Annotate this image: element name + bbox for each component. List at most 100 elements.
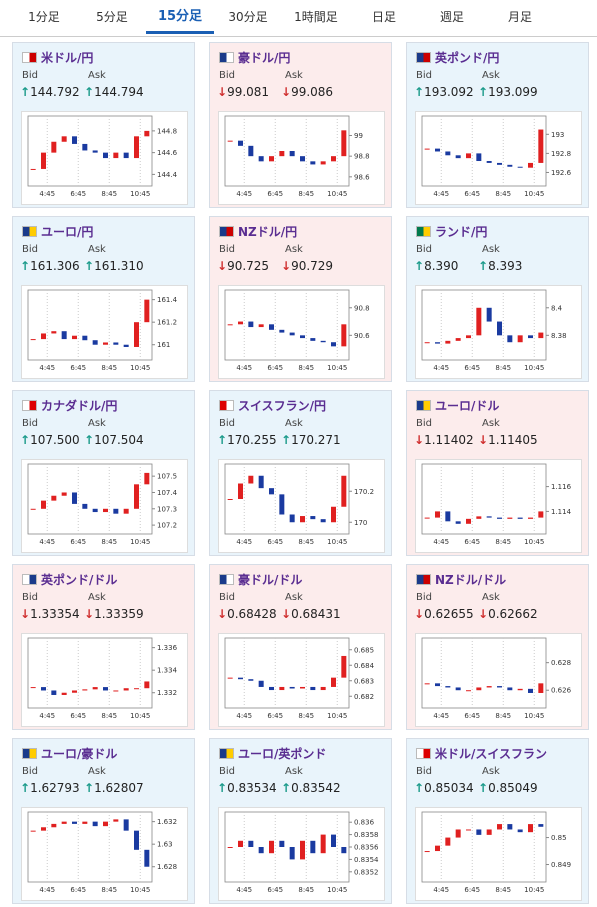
candle (269, 324, 274, 330)
y-tick-label: 1.114 (551, 508, 572, 516)
bid: 90.725 (227, 259, 270, 273)
candle (445, 340, 451, 344)
ask-label: Ask (482, 592, 500, 603)
ask: 170.271 (291, 433, 341, 447)
candle (103, 342, 108, 345)
candle (310, 686, 316, 691)
rate-card[interactable]: NZドル/ドル Bid Ask ↓0.62655 ↓0.62662 0.628 0.626 4… (406, 564, 589, 730)
candle (92, 150, 98, 153)
y-tick-label: 0.626 (551, 687, 572, 695)
rate-card[interactable]: ランド/円 Bid Ask ↑8.390 ↑8.393 8.4 8.38 4:45 6:45 8:… (406, 216, 589, 382)
y-tick-label: 170.2 (354, 488, 374, 496)
ask-label: Ask (88, 418, 106, 429)
rate-card[interactable]: 米ドル/円 Bid Ask ↑144.792 ↑144.794 144.8 144.6 144… (12, 42, 195, 208)
y-tick-label: 1.116 (551, 483, 572, 491)
y-tick-label: 144.4 (157, 171, 178, 179)
flag (22, 748, 37, 759)
rate-card[interactable]: ユーロ/ドル Bid Ask ↓1.11402 ↓1.11405 1.116 1.114 4:… (406, 390, 589, 556)
candle (30, 830, 36, 832)
ask-label: Ask (285, 766, 303, 777)
candle (113, 342, 119, 345)
pair-name: NZドル/ドル (435, 573, 507, 587)
candle (331, 342, 336, 347)
flag (219, 400, 234, 411)
mini-chart: 1.336 1.334 1.332 4:45 6:45 8:45 10:45 (21, 633, 188, 727)
y-tick-label: 0.8356 (354, 844, 379, 852)
x-tick-label: 10:45 (327, 712, 347, 720)
bid: 0.68428 (227, 607, 277, 621)
pair-name: ユーロ/豪ドル (41, 747, 118, 761)
plot-frame (27, 289, 153, 361)
y-tick-label: 1.336 (157, 644, 178, 652)
candle (289, 332, 295, 336)
x-tick-label: 10:45 (327, 538, 347, 546)
tab[interactable]: 月足 (507, 10, 532, 24)
arrow: ↑ (20, 85, 31, 99)
rate-card[interactable]: 米ドル/スイスフラン Bid Ask ↑0.85034 ↑0.85049 0.85 0.84… (406, 738, 589, 904)
rate-card[interactable]: カナダドル/円 Bid Ask ↑107.500 ↑107.504 107.5 107.4 1… (12, 390, 195, 556)
x-tick-label: 4:45 (433, 712, 449, 720)
arrow: ↓ (84, 607, 95, 621)
ask: 1.33359 (94, 607, 144, 621)
tab[interactable]: 日足 (371, 10, 396, 24)
mini-chart: 99 98.8 98.6 4:45 6:45 8:45 10:45 (218, 111, 385, 205)
candle (455, 521, 461, 524)
candle (424, 148, 430, 150)
bid-label: Bid (22, 70, 38, 81)
rate-card[interactable]: NZドル/円 Bid Ask ↓90.725 ↓90.729 90.8 90.6 4:45 6:… (209, 216, 392, 382)
plot-frame (421, 811, 547, 883)
rate-card[interactable]: スイスフラン/円 Bid Ask ↑170.255 ↑170.271 170.2 170 4:… (209, 390, 392, 556)
arrow: ↓ (217, 259, 228, 273)
arrow: ↑ (217, 433, 228, 447)
y-tick-label: 0.8354 (354, 856, 379, 864)
x-tick-label: 4:45 (236, 364, 252, 372)
candle (144, 849, 150, 867)
rate-card[interactable]: 英ポンド/ドル Bid Ask ↓1.33354 ↓1.33359 1.336 1.334 1… (12, 564, 195, 730)
ask: 0.85049 (488, 781, 538, 795)
bid-value: ↑0.85034 (414, 781, 474, 795)
plot-frame (421, 289, 547, 361)
y-tick-label: 1.632 (157, 818, 177, 826)
tab[interactable]: 1分足 (28, 10, 60, 24)
rate-card[interactable]: ユーロ/円 Bid Ask ↑161.306 ↑161.310 161.4 161.2 161… (12, 216, 195, 382)
pair-name: ユーロ/円 (41, 225, 94, 239)
tab[interactable]: 1時間足 (294, 10, 338, 24)
y-tick-label: 99 (354, 132, 363, 140)
tab[interactable]: 5分足 (96, 10, 128, 24)
candle (30, 168, 36, 170)
candle (424, 517, 430, 519)
pair-name: カナダドル/円 (41, 399, 118, 413)
candle (123, 152, 129, 159)
x-tick-label: 6:45 (267, 538, 283, 546)
rate-card[interactable]: 英ポンド/円 Bid Ask ↑193.092 ↑193.099 193 192.8 192.… (406, 42, 589, 208)
y-tick-label: 144.6 (157, 149, 178, 157)
candle (486, 686, 492, 688)
candle (517, 166, 523, 168)
flag (22, 226, 37, 237)
arrow: ↓ (20, 607, 31, 621)
y-tick-label: 0.849 (551, 861, 571, 869)
ask-value: ↑8.393 (478, 259, 522, 273)
pair-name: ランド/円 (435, 225, 488, 239)
candle (486, 307, 492, 322)
rate-card[interactable]: 豪ドル/ドル Bid Ask ↓0.68428 ↓0.68431 0.685 0.684 0.… (209, 564, 392, 730)
x-tick-label: 10:45 (524, 886, 544, 894)
candle (269, 840, 274, 854)
tab[interactable]: 30分足 (228, 10, 268, 24)
x-tick-label: 6:45 (70, 886, 86, 894)
tab[interactable]: 15分足 (146, 0, 214, 34)
tab[interactable]: 週足 (439, 10, 464, 24)
plot-frame (224, 463, 350, 535)
arrow: ↑ (217, 781, 228, 795)
candle (123, 688, 129, 691)
candle (497, 686, 502, 688)
rate-card[interactable]: 豪ドル/円 Bid Ask ↓99.081 ↓99.086 99 98.8 98.6 4:45 6… (209, 42, 392, 208)
ask-label: Ask (88, 244, 106, 255)
rate-card[interactable]: ユーロ/英ポンド Bid Ask ↑0.83534 ↑0.83542 0.836 0.835… (209, 738, 392, 904)
candle (476, 307, 482, 336)
candle (538, 332, 544, 339)
rate-card[interactable]: ユーロ/豪ドル Bid Ask ↑1.62793 ↑1.62807 1.632 1.63 1.… (12, 738, 195, 904)
x-tick-label: 10:45 (524, 190, 544, 198)
x-tick-label: 10:45 (130, 190, 150, 198)
ask-label: Ask (482, 70, 500, 81)
